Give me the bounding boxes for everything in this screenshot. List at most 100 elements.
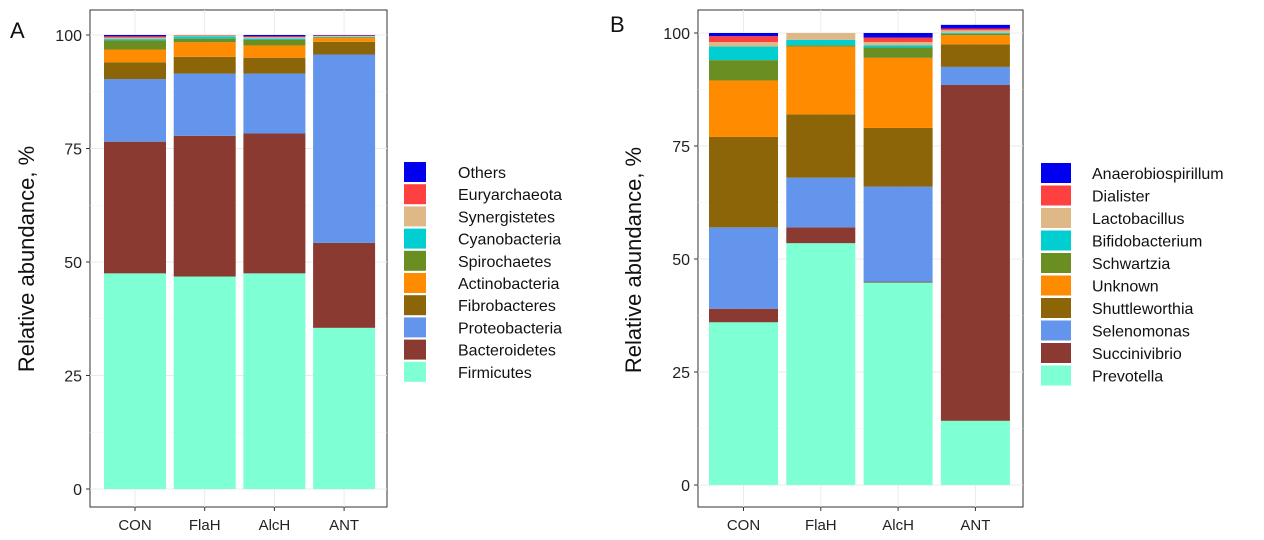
legend-swatch-spirochaetes bbox=[404, 250, 426, 271]
y-axis-title: Relative abundance, % bbox=[621, 147, 646, 373]
bar-segment-alch-euryarchaeota bbox=[243, 36, 306, 38]
x-tick-label-flah: FlaH bbox=[189, 517, 221, 534]
legend-swatch-actinobacteria bbox=[404, 273, 426, 293]
bar-segment-flah-proteobacteria bbox=[173, 73, 236, 136]
bar-segment-ant-bifidobacterium bbox=[940, 33, 1010, 34]
bar-segment-alch-fibrobacteres bbox=[243, 57, 306, 74]
legend-label-shuttleworthia: Shuttleworthia bbox=[1092, 301, 1193, 318]
legend-label-succinivibrio: Succinivibrio bbox=[1092, 346, 1182, 363]
legend-swatch-cyanobacteria bbox=[404, 228, 426, 249]
y-axis-title: Relative abundance, % bbox=[14, 146, 39, 372]
legend-swatch-selenomonas bbox=[1041, 320, 1071, 341]
y-tick-label: 50 bbox=[672, 252, 690, 269]
legend-swatch-anaerobiospirillum bbox=[1041, 163, 1071, 183]
bar-segment-con-shuttleworthia bbox=[709, 136, 778, 228]
bar-segment-flah-fibrobacteres bbox=[173, 56, 236, 74]
legend-swatch-lactobacillus bbox=[1041, 208, 1071, 228]
bar-segment-alch-shuttleworthia bbox=[863, 127, 933, 187]
y-axis: 0 25 50 75 100 bbox=[55, 28, 90, 499]
bar-segment-ant-dialister bbox=[940, 28, 1010, 31]
legend-label-bifidobacterium: Bifidobacterium bbox=[1092, 234, 1202, 251]
bar-segment-flah-synergistetes bbox=[173, 35, 236, 37]
legend: Others Euryarchaeota Synergistetes Cyanobac… bbox=[404, 162, 562, 382]
bar-segment-ant-firmicutes bbox=[313, 327, 376, 489]
bar-segment-alch-prevotella bbox=[863, 282, 933, 485]
bar-segment-con-proteobacteria bbox=[104, 79, 166, 142]
bar-segment-alch-firmicutes bbox=[243, 273, 306, 489]
bar-segment-con-fibrobacteres bbox=[104, 62, 166, 80]
y-tick-label: 50 bbox=[64, 255, 82, 272]
bar-segment-ant-synergistetes bbox=[313, 35, 376, 37]
panel-label: A bbox=[10, 18, 25, 43]
bar-segment-ant-spirochaetes bbox=[313, 37, 376, 39]
legend-label-cyanobacteria: Cyanobacteria bbox=[458, 232, 561, 249]
legend-swatch-proteobacteria bbox=[404, 317, 426, 338]
x-tick-label-ant: ANT bbox=[960, 517, 990, 534]
legend: Anaerobiospirillum Dialister Lactobacillus… bbox=[1041, 163, 1224, 386]
bar-segment-alch-bifidobacterium bbox=[863, 45, 933, 48]
legend-swatch-synergistetes bbox=[404, 206, 426, 227]
x-axis: CON FlaH AlcH ANT bbox=[118, 507, 359, 534]
bar-segment-alch-lactobacillus bbox=[863, 42, 933, 46]
legend-label-lactobacillus: Lactobacillus bbox=[1092, 211, 1185, 228]
bar-segment-ant-selenomonas bbox=[940, 66, 1010, 85]
bar-segment-con-cyanobacteria bbox=[104, 39, 166, 41]
legend-label-dialister: Dialister bbox=[1092, 189, 1150, 206]
bar-segment-ant-anaerobiospirillum bbox=[940, 24, 1010, 29]
legend-label-others: Others bbox=[458, 165, 506, 182]
y-tick-label: 75 bbox=[64, 142, 82, 159]
legend-label-prevotella: Prevotella bbox=[1092, 369, 1163, 386]
x-tick-label-ant: ANT bbox=[329, 517, 359, 534]
bar-segment-alch-schwartzia bbox=[863, 47, 933, 58]
bar-segment-ant-schwartzia bbox=[940, 33, 1010, 36]
bar-segment-con-spirochaetes bbox=[104, 40, 166, 50]
bar-segment-con-synergistetes bbox=[104, 37, 166, 40]
x-tick-label-con: CON bbox=[727, 517, 760, 534]
bar-segment-flah-bifidobacterium bbox=[786, 39, 856, 46]
legend-label-unknown: Unknown bbox=[1092, 279, 1159, 296]
legend-swatch-bifidobacterium bbox=[1041, 230, 1071, 251]
bar-segment-flah-shuttleworthia bbox=[786, 114, 856, 178]
y-axis: 0 25 50 75 100 bbox=[663, 26, 698, 495]
y-tick-label: 75 bbox=[672, 139, 690, 156]
legend-label-anaerobiospirillum: Anaerobiospirillum bbox=[1092, 166, 1224, 183]
bar-segment-alch-bacteroidetes bbox=[243, 133, 306, 274]
bar-segment-ant-prevotella bbox=[940, 420, 1010, 485]
bar-segment-con-dialister bbox=[709, 36, 778, 43]
legend-label-euryarchaeota: Euryarchaeota bbox=[458, 187, 562, 204]
chart-panel-b: 0 25 50 75 100 CON FlaH AlcH ANT Relative abundan… bbox=[610, 9, 1224, 534]
bar-segment-con-succinivibrio bbox=[709, 308, 778, 323]
bar-segment-con-prevotella bbox=[709, 322, 778, 485]
bar-segment-alch-others bbox=[243, 35, 306, 37]
bar-segment-con-bacteroidetes bbox=[104, 141, 166, 274]
legend-label-actinobacteria: Actinobacteria bbox=[458, 276, 559, 293]
y-tick-label: 25 bbox=[672, 365, 690, 382]
bar-segment-flah-selenomonas bbox=[786, 177, 856, 228]
bar-segment-alch-cyanobacteria bbox=[243, 38, 306, 40]
bar-segment-ant-bacteroidetes bbox=[313, 242, 376, 328]
bar-segment-ant-shuttleworthia bbox=[940, 44, 1010, 67]
bar-segment-alch-selenomonas bbox=[863, 186, 933, 282]
legend-swatch-fibrobacteres bbox=[404, 295, 426, 316]
bar-segment-flah-schwartzia bbox=[786, 45, 856, 47]
legend-swatch-schwartzia bbox=[1041, 253, 1071, 273]
legend-label-schwartzia: Schwartzia bbox=[1092, 256, 1170, 273]
bar-segment-ant-fibrobacteres bbox=[313, 41, 376, 55]
y-tick-label: 0 bbox=[681, 478, 690, 495]
x-tick-label-con: CON bbox=[118, 517, 151, 534]
bar-segment-ant-proteobacteria bbox=[313, 54, 376, 243]
x-axis: CON FlaH AlcH ANT bbox=[727, 507, 990, 534]
bar-segment-con-unknown bbox=[709, 80, 778, 137]
bar-segment-alch-actinobacteria bbox=[243, 45, 306, 58]
bar-segment-alch-succinivibrio bbox=[863, 281, 933, 283]
bar-segment-con-others bbox=[104, 35, 166, 37]
bar-segment-flah-unknown bbox=[786, 46, 856, 115]
legend-swatch-dialister bbox=[1041, 185, 1071, 206]
legend-label-proteobacteria: Proteobacteria bbox=[458, 320, 562, 337]
bar-segment-flah-actinobacteria bbox=[173, 42, 236, 57]
bar-segment-flah-firmicutes bbox=[173, 276, 236, 489]
legend-label-fibrobacteres: Fibrobacteres bbox=[458, 298, 556, 315]
bar-segment-flah-cyanobacteria bbox=[173, 36, 236, 39]
bars bbox=[709, 24, 1010, 485]
bar-segment-con-schwartzia bbox=[709, 60, 778, 81]
